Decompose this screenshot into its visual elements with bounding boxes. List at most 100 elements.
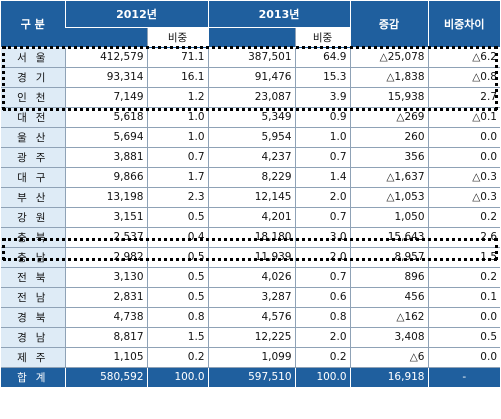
row-2013-value: 4,201 xyxy=(207,207,295,228)
row-change: △1,838 xyxy=(349,67,428,88)
row-2013-value: 5,349 xyxy=(207,107,295,128)
row-region: 경기 xyxy=(1,67,65,88)
row-share-diff: 0.0 xyxy=(427,307,500,328)
header-2012: 2012년 xyxy=(64,1,208,28)
row-2012-share: 1.0 xyxy=(146,107,208,128)
row-2012-value: 4,738 xyxy=(64,307,147,328)
row-share-diff: △0.3 xyxy=(427,167,500,188)
row-share-diff: 2.6 xyxy=(427,227,500,248)
row-2013-share: 0.9 xyxy=(294,107,350,128)
row-region: 대전 xyxy=(1,107,65,128)
header-change: 증감 xyxy=(349,1,428,48)
table-row: 경기 93,314 16.1 91,476 15.3 △1,838 △0.8 xyxy=(1,67,500,88)
row-2012-value: 3,881 xyxy=(64,147,147,168)
row-2012-value: 3,130 xyxy=(64,267,147,288)
row-2012-value: 93,314 xyxy=(64,67,147,88)
row-2012-share: 71.1 xyxy=(146,47,208,68)
row-2012-value: 7,149 xyxy=(64,87,147,108)
total-2013-value: 597,510 xyxy=(207,367,295,387)
row-2012-value: 9,866 xyxy=(64,167,147,188)
table-row: 부산 13,198 2.3 12,145 2.0 △1,053 △0.3 xyxy=(1,187,500,208)
row-2012-value: 13,198 xyxy=(64,187,147,208)
table-row: 울산 5,694 1.0 5,954 1.0 260 0.0 xyxy=(1,127,500,148)
row-2013-value: 8,229 xyxy=(207,167,295,188)
row-change: △6 xyxy=(349,347,428,368)
table-row: 인천 7,149 1.2 23,087 3.9 15,938 2.7 xyxy=(1,87,500,108)
row-2013-value: 18,180 xyxy=(207,227,295,248)
row-2013-value: 12,225 xyxy=(207,327,295,348)
table-row: 제주 1,105 0.2 1,099 0.2 △6 0.0 xyxy=(1,347,500,368)
header-share-diff: 비중차이 xyxy=(427,1,500,48)
row-2013-share: 0.7 xyxy=(294,147,350,168)
table-row: 대전 5,618 1.0 5,349 0.9 △269 △0.1 xyxy=(1,107,500,128)
row-change: △25,078 xyxy=(349,47,428,68)
row-2013-share: 0.8 xyxy=(294,307,350,328)
row-2013-share: 0.6 xyxy=(294,287,350,308)
row-change: 356 xyxy=(349,147,428,168)
table-row: 충북 2,537 0.4 18,180 3.0 15,643 2.6 xyxy=(1,227,500,248)
row-2012-share: 1.7 xyxy=(146,167,208,188)
row-2012-value: 2,831 xyxy=(64,287,147,308)
row-2013-share: 3.0 xyxy=(294,227,350,248)
row-change: 15,938 xyxy=(349,87,428,108)
row-change: 15,643 xyxy=(349,227,428,248)
row-2013-share: 1.0 xyxy=(294,127,350,148)
total-2013-share: 100.0 xyxy=(294,367,350,387)
row-2012-share: 2.3 xyxy=(146,187,208,208)
highlight-box-bottom-2 xyxy=(3,258,497,261)
row-region: 광주 xyxy=(1,147,65,168)
highlight-box-bottom-1 xyxy=(3,108,497,111)
row-2012-value: 412,579 xyxy=(64,47,147,68)
table-row: 대구 9,866 1.7 8,229 1.4 △1,637 △0.3 xyxy=(1,167,500,188)
row-2013-value: 5,954 xyxy=(207,127,295,148)
row-region: 인천 xyxy=(1,87,65,108)
row-2013-share: 0.2 xyxy=(294,347,350,368)
row-share-diff: △0.1 xyxy=(427,107,500,128)
row-change: 1,050 xyxy=(349,207,428,228)
row-region: 충남 xyxy=(1,247,65,268)
row-change: △269 xyxy=(349,107,428,128)
row-2013-value: 387,501 xyxy=(207,47,295,68)
table-body: 서울 412,579 71.1 387,501 64.9 △25,078 △6.2 경기 93,… xyxy=(1,47,500,368)
row-change: 260 xyxy=(349,127,428,148)
row-region: 서울 xyxy=(1,47,65,68)
header-2012-value-spacer xyxy=(65,27,147,48)
row-2012-share: 0.2 xyxy=(146,347,208,368)
row-2013-value: 4,026 xyxy=(207,267,295,288)
table-row: 경남 8,817 1.5 12,225 2.0 3,408 0.5 xyxy=(1,327,500,348)
total-change: 16,918 xyxy=(349,367,428,387)
row-region: 전북 xyxy=(1,267,65,288)
row-change: △1,637 xyxy=(349,167,428,188)
header-row: 구 분 2012년 2013년 증감 비중차이 xyxy=(1,1,500,48)
row-region: 충북 xyxy=(1,227,65,248)
row-2013-value: 3,287 xyxy=(207,287,295,308)
total-label: 합계 xyxy=(1,367,65,387)
highlight-box-right-2 xyxy=(495,238,498,260)
row-2012-value: 1,105 xyxy=(64,347,147,368)
row-share-diff: 0.2 xyxy=(427,267,500,288)
table-row: 서울 412,579 71.1 387,501 64.9 △25,078 △6.2 xyxy=(1,47,500,68)
row-region: 제주 xyxy=(1,347,65,368)
total-row: 합계 580,592 100.0 597,510 100.0 16,918 - xyxy=(1,367,500,387)
row-2012-share: 16.1 xyxy=(146,67,208,88)
row-2012-share: 0.5 xyxy=(146,247,208,268)
row-2013-share: 64.9 xyxy=(294,47,350,68)
header-2013: 2013년 xyxy=(207,1,350,28)
row-change: △162 xyxy=(349,307,428,328)
row-2013-share: 2.0 xyxy=(294,327,350,348)
header-region: 구 분 xyxy=(1,1,65,48)
row-2012-value: 2,982 xyxy=(64,247,147,268)
table-row: 경북 4,738 0.8 4,576 0.8 △162 0.0 xyxy=(1,307,500,328)
highlight-box-left-2 xyxy=(2,238,5,260)
row-share-diff: △0.8 xyxy=(427,67,500,88)
row-change: 456 xyxy=(349,287,428,308)
row-change: 8,957 xyxy=(349,247,428,268)
table-row: 충남 2,982 0.5 11,939 2.0 8,957 1.5 xyxy=(1,247,500,268)
row-region: 대구 xyxy=(1,167,65,188)
total-2012-value: 580,592 xyxy=(64,367,147,387)
row-2012-value: 3,151 xyxy=(64,207,147,228)
row-2013-value: 11,939 xyxy=(207,247,295,268)
row-2013-share: 3.9 xyxy=(294,87,350,108)
row-2012-share: 1.0 xyxy=(146,127,208,148)
row-share-diff: 0.2 xyxy=(427,207,500,228)
